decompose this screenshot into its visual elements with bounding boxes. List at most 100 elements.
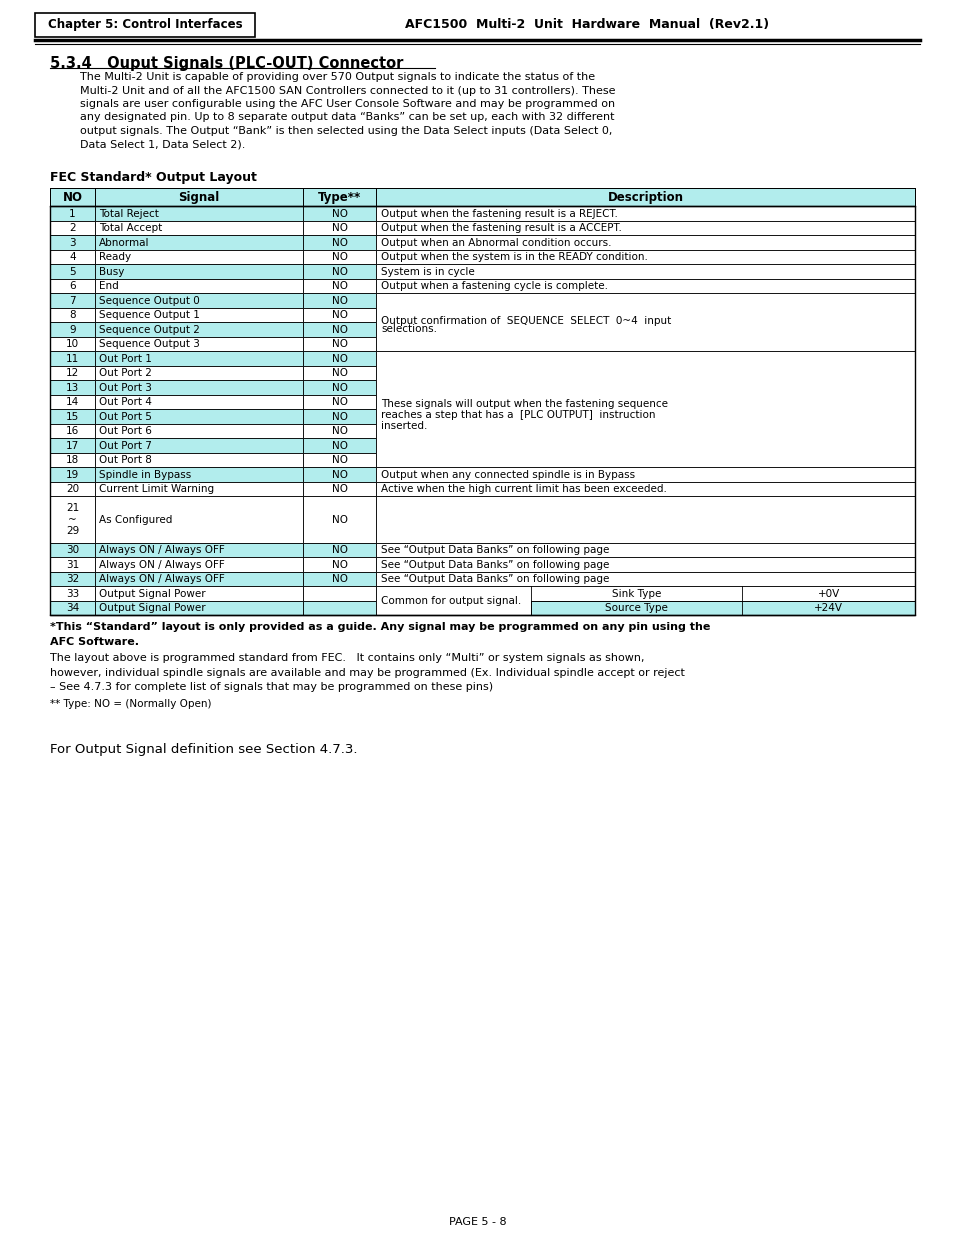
Text: NO: NO [332,353,348,364]
Text: 4: 4 [70,252,75,262]
Text: 10: 10 [66,340,79,350]
Bar [50,424,95,438]
Bar [50,308,95,322]
Text: NO: NO [332,574,348,584]
Text: End: End [99,282,118,291]
Bar [303,322,375,337]
Bar [95,249,303,264]
Text: See “Output Data Banks” on following page: See “Output Data Banks” on following pag… [380,574,609,584]
Text: NO: NO [332,295,348,306]
Bar [303,366,375,380]
Bar [50,543,95,557]
Text: Always ON / Always OFF: Always ON / Always OFF [99,574,225,584]
Text: Multi-2 Unit and of all the AFC1500 SAN Controllers connected to it (up to 31 co: Multi-2 Unit and of all the AFC1500 SAN … [80,85,615,95]
Text: For Output Signal definition see Section 4.7.3.: For Output Signal definition see Section… [50,743,357,756]
Text: Sequence Output 0: Sequence Output 0 [99,295,199,306]
Bar [375,543,914,557]
Text: Output when any connected spindle is in Bypass: Output when any connected spindle is in … [380,469,635,479]
Bar [95,221,303,236]
Text: Current Limit Warning: Current Limit Warning [99,484,213,494]
Bar [531,601,914,615]
Bar [95,410,303,424]
Bar [303,410,375,424]
Text: Out Port 3: Out Port 3 [99,383,152,393]
Text: 14: 14 [66,398,79,408]
Bar [50,188,914,206]
Text: 33: 33 [66,589,79,599]
Text: Output when the fastening result is a REJECT.: Output when the fastening result is a RE… [380,209,618,219]
Text: NO: NO [332,267,348,277]
Bar [375,468,914,482]
Text: NO: NO [332,238,348,248]
Text: NO: NO [332,545,348,556]
Bar [303,395,375,410]
Text: Output when an Abnormal condition occurs.: Output when an Abnormal condition occurs… [380,238,611,248]
Text: Out Port 8: Out Port 8 [99,456,152,466]
Bar [95,468,303,482]
Bar [50,587,95,601]
Text: 15: 15 [66,411,79,421]
Text: NO: NO [332,469,348,479]
Bar [95,380,303,395]
Text: 31: 31 [66,559,79,569]
Text: 20: 20 [66,484,79,494]
Text: Type**: Type** [317,190,361,204]
Text: *This “Standard” layout is only provided as a guide. Any signal may be programme: *This “Standard” layout is only provided… [50,622,710,632]
Bar [50,206,95,221]
Text: NO: NO [332,426,348,436]
Text: 32: 32 [66,574,79,584]
Bar [303,587,375,601]
Text: 11: 11 [66,353,79,364]
Text: 34: 34 [66,603,79,613]
Bar [303,279,375,294]
Text: 19: 19 [66,469,79,479]
Text: NO: NO [332,383,348,393]
Bar [95,236,303,249]
Text: Output when the system is in the READY condition.: Output when the system is in the READY c… [380,252,647,262]
Bar [95,438,303,453]
Bar [50,221,95,236]
Text: 3: 3 [70,238,75,248]
Bar [375,572,914,587]
Bar [95,294,303,308]
Bar [303,572,375,587]
Bar [50,294,95,308]
Text: Active when the high current limit has been exceeded.: Active when the high current limit has b… [380,484,666,494]
Bar [95,572,303,587]
Bar [50,380,95,395]
Bar [95,337,303,352]
Bar [50,453,95,468]
Bar [50,366,95,380]
Text: Out Port 5: Out Port 5 [99,411,152,421]
Bar [95,279,303,294]
Text: NO: NO [332,310,348,320]
Bar [95,395,303,410]
Bar [303,482,375,496]
Text: NO: NO [332,252,348,262]
Text: NO: NO [332,282,348,291]
Bar [375,482,914,496]
Bar [375,279,914,294]
Text: Signal: Signal [178,190,219,204]
Bar [95,206,303,221]
Bar [95,322,303,337]
Text: See “Output Data Banks” on following page: See “Output Data Banks” on following pag… [380,559,609,569]
Text: Output Signal Power: Output Signal Power [99,603,206,613]
Bar [375,249,914,264]
Text: Out Port 1: Out Port 1 [99,353,152,364]
Bar [50,264,95,279]
Text: 5.3.4   Ouput Signals (PLC-OUT) Connector: 5.3.4 Ouput Signals (PLC-OUT) Connector [50,56,403,70]
Bar [303,543,375,557]
Bar [303,380,375,395]
Text: any designated pin. Up to 8 separate output data “Banks” can be set up, each wit: any designated pin. Up to 8 separate out… [80,112,614,122]
Text: 21
~
29: 21 ~ 29 [66,503,79,536]
Text: NO: NO [332,484,348,494]
Bar [375,352,914,468]
Text: Abnormal: Abnormal [99,238,150,248]
Bar [50,496,95,543]
Text: Out Port 7: Out Port 7 [99,441,152,451]
Bar [50,395,95,410]
Bar [303,221,375,236]
Bar [95,453,303,468]
Bar [375,557,914,572]
